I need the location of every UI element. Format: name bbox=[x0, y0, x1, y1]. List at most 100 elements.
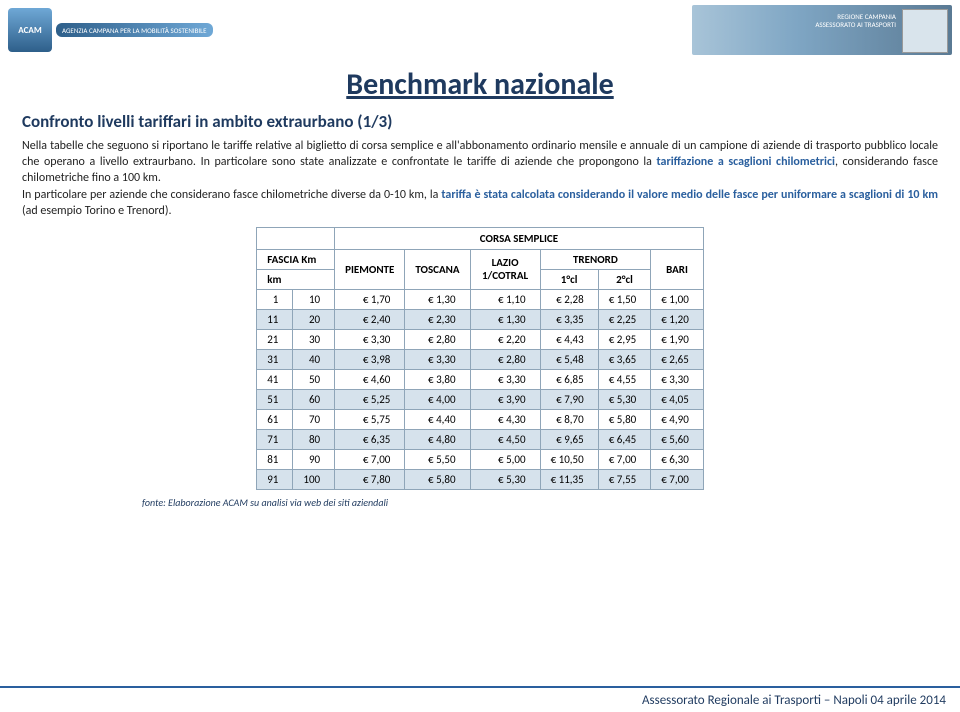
table-cell: 10 bbox=[293, 289, 335, 309]
footer: Assessorato Regionale ai Trasporti – Nap… bbox=[0, 686, 960, 712]
table-cell: € 7,00 bbox=[651, 469, 704, 489]
table-cell: € 4,43 bbox=[540, 329, 598, 349]
table-cell: € 3,30 bbox=[405, 349, 470, 369]
table-cell: € 2,65 bbox=[651, 349, 704, 369]
table-cell: 80 bbox=[293, 429, 335, 449]
table-row: 8190€ 7,00€ 5,50€ 5,00€ 10,50€ 7,00€ 6,3… bbox=[257, 449, 704, 469]
table-cell: 100 bbox=[293, 469, 335, 489]
col-trenord-1cl: 1°cl bbox=[540, 269, 598, 289]
table-cell: € 5,50 bbox=[405, 449, 470, 469]
table-cell: € 3,80 bbox=[405, 369, 470, 389]
table-cell: 61 bbox=[257, 409, 293, 429]
table-cell: € 10,50 bbox=[540, 449, 598, 469]
table-cell: € 5,30 bbox=[470, 469, 540, 489]
fare-table: CORSA SEMPLICE FASCIA Km PIEMONTE TOSCAN… bbox=[256, 227, 704, 490]
table-cell: € 6,85 bbox=[540, 369, 598, 389]
table-row: 1120€ 2,40€ 2,30€ 1,30€ 3,35€ 2,25€ 1,20 bbox=[257, 309, 704, 329]
header-photo: REGIONE CAMPANIA ASSESSORATO AI TRASPORT… bbox=[692, 5, 952, 55]
table-cell: € 7,00 bbox=[335, 449, 405, 469]
table-row: 7180€ 6,35€ 4,80€ 4,50€ 9,65€ 6,45€ 5,60 bbox=[257, 429, 704, 449]
table-cell: € 1,30 bbox=[470, 309, 540, 329]
col-trenord: TRENORD bbox=[540, 249, 651, 269]
content-area: Benchmark nazionale Confronto livelli ta… bbox=[0, 60, 960, 684]
acam-logo-strip: AGENZIA CAMPANA PER LA MOBILITÀ SOSTENIB… bbox=[56, 23, 213, 37]
table-cell: € 6,30 bbox=[651, 449, 704, 469]
table-cell: € 4,80 bbox=[405, 429, 470, 449]
table-cell: € 7,90 bbox=[540, 389, 598, 409]
table-cell: € 2,28 bbox=[540, 289, 598, 309]
table-cell: € 9,65 bbox=[540, 429, 598, 449]
region-label: REGIONE CAMPANIA ASSESSORATO AI TRASPORT… bbox=[815, 13, 896, 30]
table-cell: € 5,75 bbox=[335, 409, 405, 429]
table-cell: 1 bbox=[257, 289, 293, 309]
page-title: Benchmark nazionale bbox=[22, 66, 938, 103]
table-cell: 41 bbox=[257, 369, 293, 389]
table-row: 91100€ 7,80€ 5,80€ 5,30€ 11,35€ 7,55€ 7,… bbox=[257, 469, 704, 489]
table-row: 110€ 1,70€ 1,30€ 1,10€ 2,28€ 1,50€ 1,00 bbox=[257, 289, 704, 309]
table-cell: € 2,20 bbox=[470, 329, 540, 349]
table-cell: € 7,00 bbox=[598, 449, 651, 469]
table-cell: € 1,10 bbox=[470, 289, 540, 309]
table-cell: 90 bbox=[293, 449, 335, 469]
table-cell: € 3,65 bbox=[598, 349, 651, 369]
keyword-tariffa-calcolata: tariffa è stata calcolata considerando i… bbox=[441, 188, 938, 202]
table-cell: 70 bbox=[293, 409, 335, 429]
table-cell: € 3,30 bbox=[651, 369, 704, 389]
table-cell: € 4,55 bbox=[598, 369, 651, 389]
table-cell: € 3,90 bbox=[470, 389, 540, 409]
table-cell: 81 bbox=[257, 449, 293, 469]
table-cell: € 4,60 bbox=[335, 369, 405, 389]
table-cell: € 7,55 bbox=[598, 469, 651, 489]
super-header: CORSA SEMPLICE bbox=[335, 227, 704, 249]
table-cell: € 2,40 bbox=[335, 309, 405, 329]
table-cell: € 8,70 bbox=[540, 409, 598, 429]
para-2b: (ad esempio Torino e Trenord). bbox=[22, 204, 172, 218]
table-cell: € 5,25 bbox=[335, 389, 405, 409]
table-cell: € 2,95 bbox=[598, 329, 651, 349]
table-cell: € 7,80 bbox=[335, 469, 405, 489]
keyword-tariffazione: tariffazione a scaglioni chilometrici bbox=[656, 155, 834, 169]
region-line2: ASSESSORATO AI TRASPORTI bbox=[815, 20, 896, 29]
table-row: 2130€ 3,30€ 2,80€ 2,20€ 4,43€ 2,95€ 1,90 bbox=[257, 329, 704, 349]
source-note: fonte: Elaborazione ACAM su analisi via … bbox=[142, 496, 938, 509]
table-cell: 20 bbox=[293, 309, 335, 329]
table-cell: € 5,48 bbox=[540, 349, 598, 369]
table-cell: € 6,45 bbox=[598, 429, 651, 449]
table-cell: € 4,00 bbox=[405, 389, 470, 409]
col-km: km bbox=[257, 269, 335, 289]
table-cell: € 3,98 bbox=[335, 349, 405, 369]
table-head: CORSA SEMPLICE FASCIA Km PIEMONTE TOSCAN… bbox=[257, 227, 704, 289]
table-cell: € 1,90 bbox=[651, 329, 704, 349]
table-cell: 50 bbox=[293, 369, 335, 389]
col-toscana: TOSCANA bbox=[405, 249, 470, 289]
table-cell: € 5,80 bbox=[405, 469, 470, 489]
table-cell: € 11,35 bbox=[540, 469, 598, 489]
table-cell: € 4,30 bbox=[470, 409, 540, 429]
table-cell: € 3,35 bbox=[540, 309, 598, 329]
col-piemonte: PIEMONTE bbox=[335, 249, 405, 289]
table-cell: 40 bbox=[293, 349, 335, 369]
col-trenord-2cl: 2°cl bbox=[598, 269, 651, 289]
table-cell: 31 bbox=[257, 349, 293, 369]
acam-logo-badge: ACAM bbox=[8, 8, 52, 52]
table-body: 110€ 1,70€ 1,30€ 1,10€ 2,28€ 1,50€ 1,001… bbox=[257, 289, 704, 489]
table-cell: 21 bbox=[257, 329, 293, 349]
table-cell: € 5,30 bbox=[598, 389, 651, 409]
table-cell: € 4,05 bbox=[651, 389, 704, 409]
col-fasciakm: FASCIA Km bbox=[257, 249, 335, 269]
table-cell: 71 bbox=[257, 429, 293, 449]
table-row: 4150€ 4,60€ 3,80€ 3,30€ 6,85€ 4,55€ 3,30 bbox=[257, 369, 704, 389]
page-subtitle: Confronto livelli tariffari in ambito ex… bbox=[22, 111, 938, 132]
header-banner: ACAM AGENZIA CAMPANA PER LA MOBILITÀ SOS… bbox=[0, 0, 960, 60]
table-cell: 51 bbox=[257, 389, 293, 409]
table-cell: € 1,20 bbox=[651, 309, 704, 329]
table-row: 3140€ 3,98€ 3,30€ 2,80€ 5,48€ 3,65€ 2,65 bbox=[257, 349, 704, 369]
logo-right: REGIONE CAMPANIA ASSESSORATO AI TRASPORT… bbox=[692, 5, 952, 55]
table-wrap: CORSA SEMPLICE FASCIA Km PIEMONTE TOSCAN… bbox=[22, 227, 938, 490]
table-cell: € 1,70 bbox=[335, 289, 405, 309]
body-paragraph: Nella tabelle che seguono si riportano l… bbox=[22, 138, 938, 219]
para-2a: In particolare per aziende che considera… bbox=[22, 188, 441, 202]
col-bari: BARI bbox=[651, 249, 704, 289]
table-cell: € 5,80 bbox=[598, 409, 651, 429]
table-cell: 60 bbox=[293, 389, 335, 409]
